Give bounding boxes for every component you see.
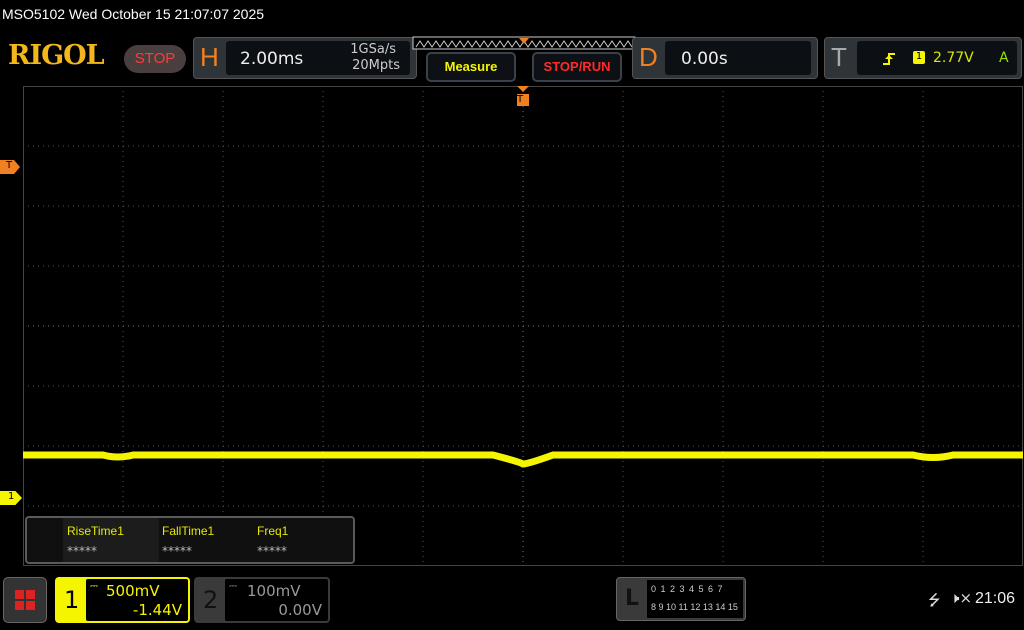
trigger-level-marker[interactable]: T (0, 160, 20, 174)
delay-label: D (639, 42, 658, 72)
channel1-offset-marker[interactable]: 1 (0, 491, 22, 505)
trigger-level: 2.77V (933, 50, 974, 66)
measurement-panel[interactable]: RiseTime1 ***** FallTime1 ***** Freq1 **… (25, 516, 355, 564)
waveform-grid[interactable] (23, 86, 1023, 566)
speaker-muted-icon[interactable]: 🕨× (950, 589, 973, 607)
grid-menu-icon (15, 590, 35, 610)
trigger-position-label: T (517, 94, 524, 105)
stop-run-button[interactable]: STOP/RUN (532, 52, 622, 82)
logic-channels-row2: 8 9 10 11 12 13 14 15 (651, 602, 738, 612)
trigger-position-marker (519, 38, 529, 44)
timebase-value: 2.00ms (240, 49, 304, 69)
horizontal-panel[interactable]: H 2.00ms 1GSa/s 20Mpts (193, 37, 417, 79)
measurement-name: FallTime1 (162, 524, 215, 538)
logic-channels-row1: 0 1 2 3 4 5 6 7 (651, 584, 724, 594)
delay-panel[interactable]: D 0.00s (632, 37, 818, 79)
measurement-value: ***** (67, 544, 97, 558)
channel1-offset: -1.44V (132, 601, 182, 619)
channel1-number: 1 (64, 586, 80, 614)
channel2-panel[interactable]: 2 ⎓ 100mV 0.00V (194, 577, 330, 623)
trigger-mode: A (999, 50, 1009, 66)
measurement-name: Freq1 (257, 524, 289, 538)
channel2-scale: 100mV (247, 582, 301, 600)
measure-button[interactable]: Measure (426, 52, 516, 82)
memory-depth: 20Mpts (352, 58, 400, 73)
trigger-position-marker[interactable] (515, 86, 531, 108)
channel1-panel[interactable]: 1 ⎓ 500mV -1.44V (55, 577, 190, 623)
channel2-number: 2 (203, 586, 219, 614)
dc-coupling-icon: ⎓ (229, 581, 237, 592)
trigger-label: T (831, 42, 847, 72)
menu-button[interactable] (3, 577, 47, 623)
rigol-logo: RIGOL (8, 40, 105, 71)
waveform-position-bar[interactable] (412, 36, 636, 50)
logic-panel[interactable]: L 0 1 2 3 4 5 6 7 8 9 10 11 12 13 14 15 (616, 577, 746, 621)
rising-edge-icon (883, 53, 895, 65)
clock: 21:06 (975, 590, 1016, 607)
trigger-panel[interactable]: T 1 2.77V A (824, 37, 1022, 79)
horizontal-label: H (200, 42, 219, 72)
measurement-value: ***** (162, 544, 192, 558)
trigger-source: 1 (913, 51, 925, 64)
dc-coupling-icon: ⎓ (90, 581, 98, 592)
channel1-trace (23, 451, 1023, 468)
window-title: MSO5102 Wed October 15 21:07:07 2025 (2, 6, 265, 22)
logic-label: L (625, 586, 640, 611)
channel2-offset: 0.00V (278, 601, 322, 619)
sample-rate: 1GSa/s (350, 42, 396, 57)
channel1-scale: 500mV (106, 582, 160, 600)
run-state-badge[interactable]: STOP (124, 45, 186, 73)
usb-icon: ⭍ (928, 591, 941, 609)
measurement-value: ***** (257, 544, 287, 558)
measurement-name: RiseTime1 (67, 524, 124, 538)
delay-value: 0.00s (681, 49, 728, 69)
